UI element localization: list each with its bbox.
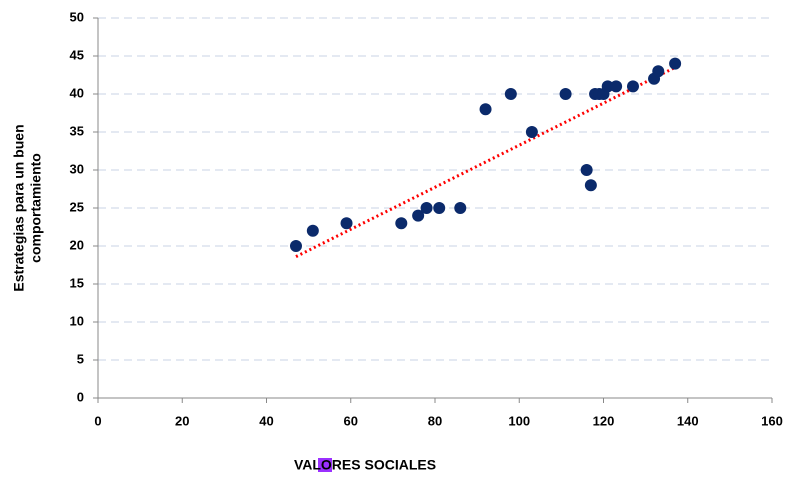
point <box>454 202 467 214</box>
y-tick-label: 25 <box>70 199 84 214</box>
y-tick-label: 0 <box>77 389 84 404</box>
x-tick-label: 160 <box>761 413 783 428</box>
point <box>306 224 319 237</box>
point <box>412 209 425 222</box>
point <box>652 65 665 78</box>
x-tick-label: 80 <box>428 413 442 428</box>
point <box>525 126 538 138</box>
point <box>420 202 433 214</box>
marker-artifact <box>318 458 332 472</box>
point <box>504 88 517 100</box>
x-tick-label: 20 <box>175 413 189 428</box>
point <box>584 179 597 192</box>
point <box>580 164 593 176</box>
point <box>626 80 639 93</box>
x-tick-label: 120 <box>593 413 615 428</box>
point <box>340 217 353 230</box>
point <box>395 217 408 230</box>
point <box>669 57 682 70</box>
y-tick-label: 10 <box>70 313 84 328</box>
point <box>610 80 623 93</box>
point <box>479 103 492 116</box>
y-tick-label: 50 <box>70 9 84 24</box>
point <box>433 202 446 214</box>
point <box>559 88 572 100</box>
x-tick-label: 100 <box>508 413 530 428</box>
x-tick-label: 40 <box>259 413 273 428</box>
point <box>289 240 302 252</box>
point <box>601 80 614 93</box>
trendline <box>295 66 676 258</box>
y-axis-label: comportamiento <box>28 153 44 263</box>
x-tick-label: 0 <box>94 413 101 428</box>
y-tick-label: 5 <box>77 351 84 366</box>
y-tick-label: 30 <box>70 161 84 176</box>
y-tick-label: 20 <box>70 237 84 252</box>
y-tick-label: 15 <box>70 275 84 290</box>
y-axis-label: Estrategias para un buen <box>11 124 27 291</box>
x-tick-label: 140 <box>677 413 699 428</box>
y-tick-label: 35 <box>70 123 84 138</box>
y-tick-label: 40 <box>70 85 84 100</box>
y-tick-label: 45 <box>70 47 84 62</box>
x-tick-label: 60 <box>344 413 358 428</box>
x-axis-label: VALORES SOCIALES <box>294 457 436 473</box>
